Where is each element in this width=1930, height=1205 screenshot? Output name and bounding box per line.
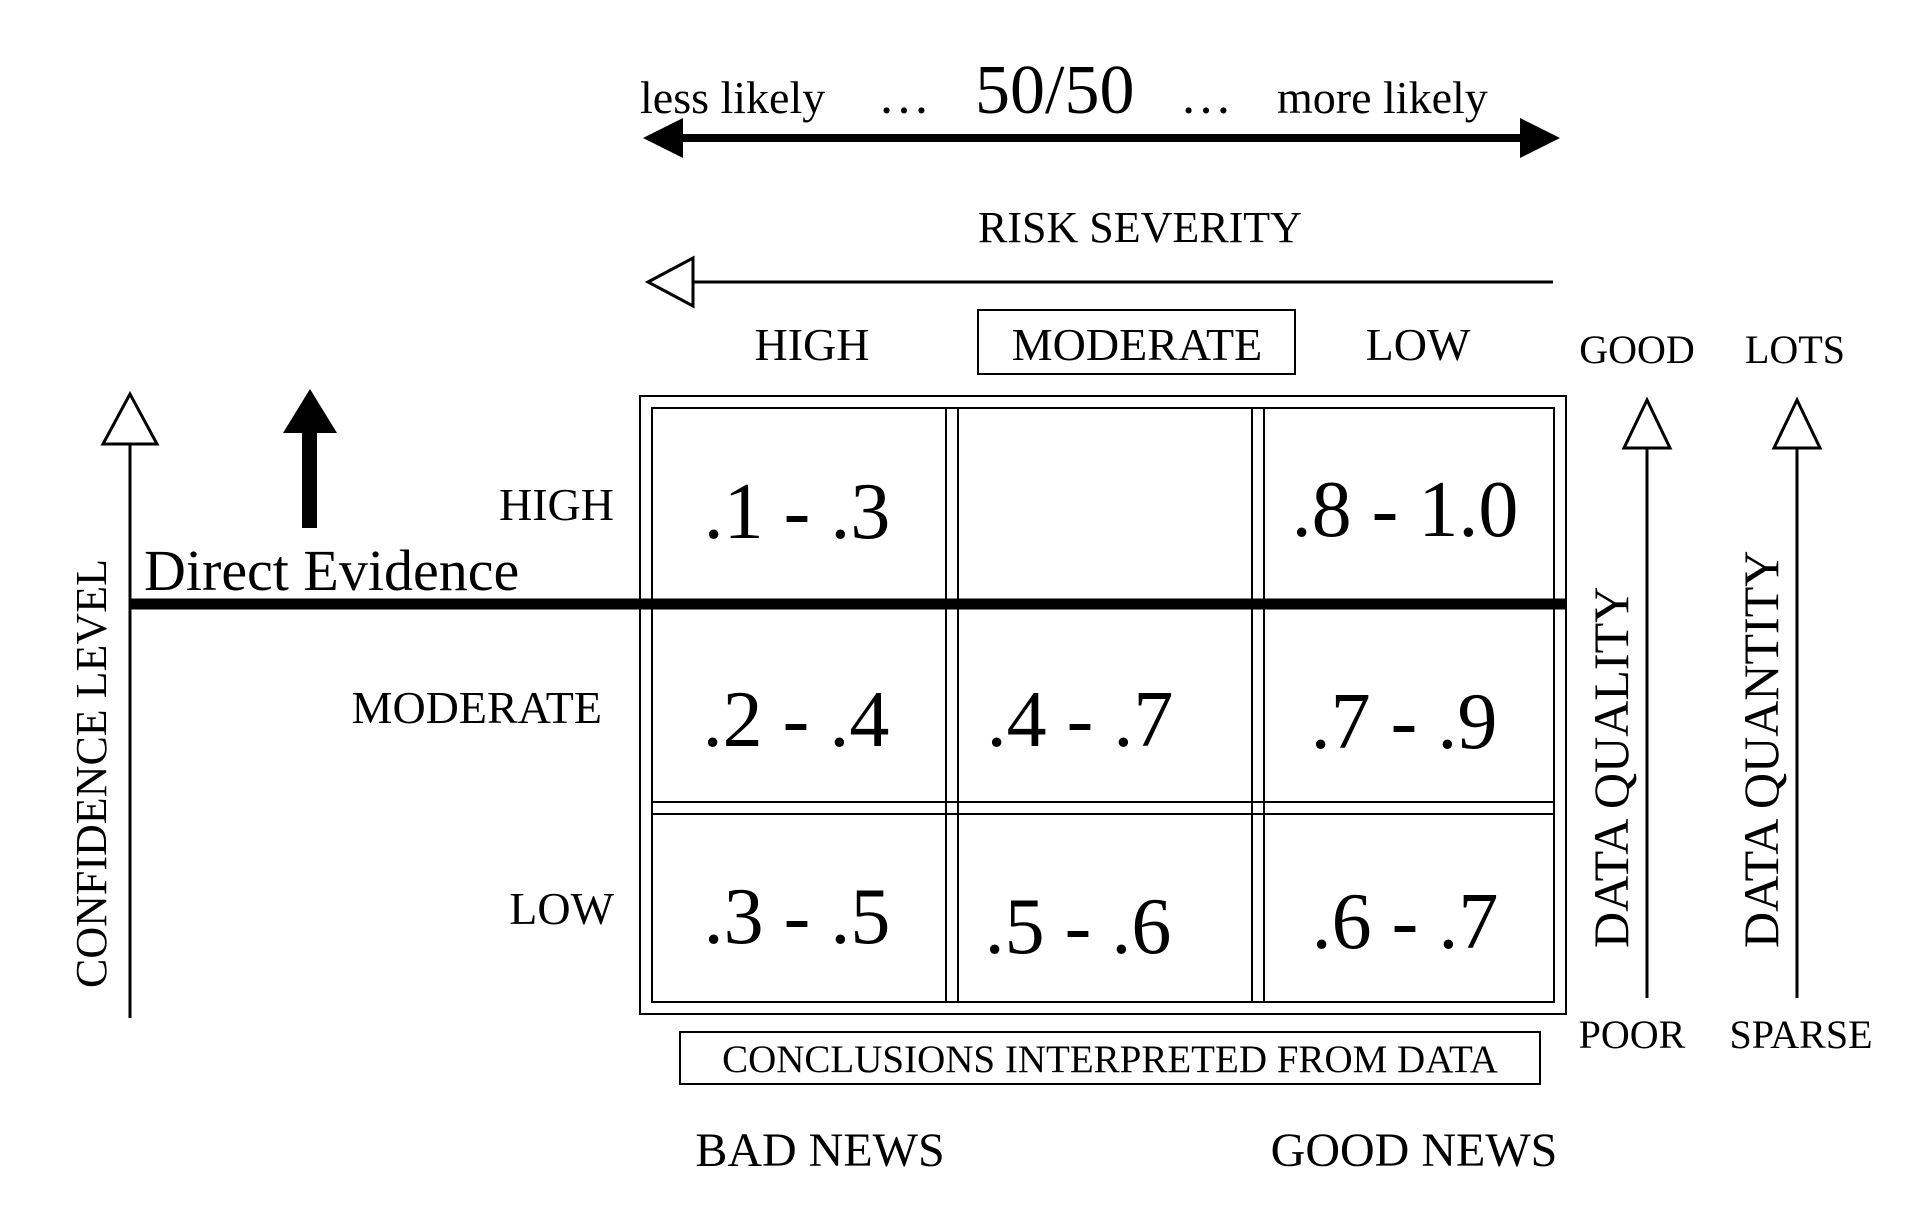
severity-moderate-box <box>977 309 1296 375</box>
good-news-label: GOOD NEWS <box>1271 1124 1558 1177</box>
cell-low-low: .6 - .7 <box>1312 878 1499 966</box>
confidence-up-arrow-icon <box>100 390 160 1018</box>
conclusions-box <box>679 1031 1541 1085</box>
more-likely-label: more likely <box>1277 72 1488 123</box>
confidence-row-low: LOW <box>509 883 614 934</box>
severity-col-moderate: MODERATE <box>1012 319 1262 370</box>
fifty-fifty-label: 50/50 <box>975 52 1134 129</box>
bad-news-label: BAD NEWS <box>695 1124 944 1177</box>
cell-high-high: .1 - .3 <box>704 468 891 556</box>
data-quality-label: DATA QUALITY <box>1583 587 1639 948</box>
severity-col-high: HIGH <box>755 319 870 370</box>
cell-moderate-high: .2 - .4 <box>703 676 890 764</box>
cell-low-moderate: .5 - .6 <box>985 883 1172 971</box>
probability-matrix <box>639 395 1567 1015</box>
less-likely-label: less likely <box>640 72 825 123</box>
risk-severity-title: RISK SEVERITY <box>978 203 1302 252</box>
cell-moderate-moderate: .4 - .7 <box>987 676 1174 764</box>
data-quantity-arrow-icon <box>1771 396 1823 998</box>
data-quality-arrow-icon <box>1621 396 1673 998</box>
data-quality-good-label: GOOD <box>1579 327 1695 372</box>
right-ellipsis: … <box>1180 68 1232 125</box>
severity-col-low: LOW <box>1366 319 1471 370</box>
left-ellipsis: … <box>878 68 930 125</box>
cell-low-high: .3 - .5 <box>704 873 891 961</box>
likelihood-double-arrow-icon <box>643 118 1560 158</box>
confidence-row-high: HIGH <box>499 479 614 530</box>
direct-evidence-arrow-icon <box>283 389 337 528</box>
conclusions-label: CONCLUSIONS INTERPRETED FROM DATA <box>722 1038 1498 1081</box>
confidence-level-label: CONFIDENCE LEVEL <box>67 559 116 988</box>
data-quality-poor-label: POOR <box>1579 1012 1686 1057</box>
direct-evidence-label: Direct Evidence <box>144 538 519 603</box>
cell-high-low: .8 - 1.0 <box>1292 466 1519 554</box>
risk-severity-arrow-icon <box>644 255 1553 309</box>
cell-moderate-low: .7 - .9 <box>1311 678 1498 766</box>
confidence-row-moderate: MODERATE <box>352 682 602 733</box>
data-quantity-sparse-label: SPARSE <box>1729 1012 1872 1057</box>
data-quantity-label: DATA QUANTITY <box>1733 551 1789 948</box>
data-quantity-lots-label: LOTS <box>1745 327 1845 372</box>
